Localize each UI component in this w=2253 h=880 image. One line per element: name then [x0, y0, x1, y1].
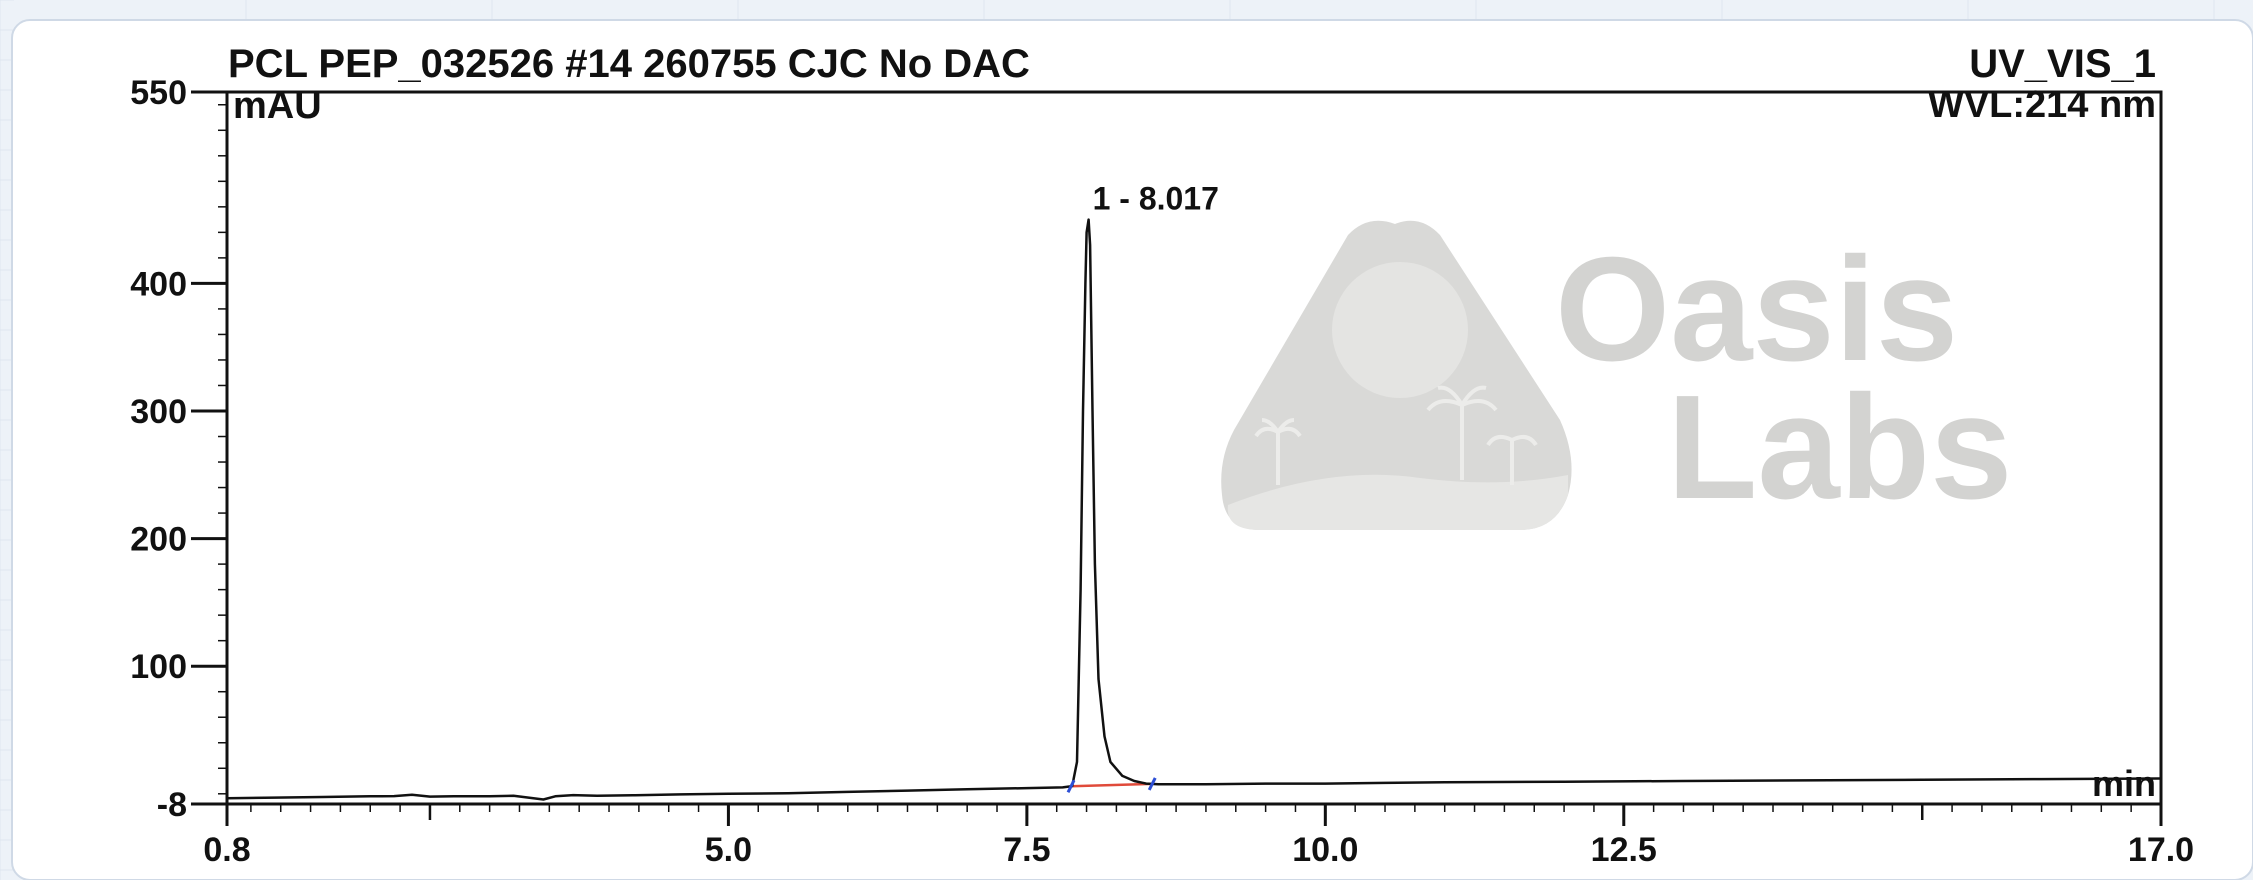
y-tick-label: 100	[130, 648, 187, 686]
channel-label: UV_VIS_1	[1969, 42, 2156, 86]
x-tick-label: 5.0	[705, 831, 752, 869]
peak-boundary-marker	[1147, 777, 1157, 791]
wavelength-label: WVL:214 nm	[1928, 84, 2156, 126]
y-tick-label: 550	[130, 74, 187, 112]
chart-title: PCL PEP_032526 #14 260755 CJC No DAC	[228, 42, 1030, 86]
peak-markers	[1066, 777, 1157, 793]
watermark-line2: Labs	[1667, 365, 2012, 530]
chromatogram-trace	[226, 218, 2162, 801]
watermark-line1: Oasis	[1555, 227, 1958, 392]
peak-baseline-segment	[1070, 782, 1153, 788]
x-tick-label: 7.5	[1003, 831, 1050, 869]
x-tick-label: 0.8	[203, 831, 250, 869]
y-tick-label: 400	[130, 265, 187, 303]
x-tick-label: 10.0	[1292, 831, 1358, 869]
y-tick-label: -8	[157, 786, 187, 824]
x-tick-label: 17.0	[2128, 831, 2194, 869]
peak-boundary-marker	[1066, 779, 1076, 793]
x-axis: 0.8 5.0 7.5 10.0 12.5 17.0	[203, 804, 2194, 869]
y-axis: -8 100 200 300 400 550	[130, 74, 227, 824]
y-tick-label: 200	[130, 521, 187, 559]
watermark-sun-icon	[1332, 262, 1468, 398]
plot-frame	[225, 90, 2163, 806]
watermark-palm-icon	[1254, 385, 1538, 485]
oasis-labs-watermark: Oasis Labs	[1221, 220, 2012, 530]
peak-label: 1 - 8.017	[1093, 181, 1219, 217]
x-tick-label: 12.5	[1591, 831, 1657, 869]
y-tick-label: 300	[130, 393, 187, 431]
y-axis-unit-label: mAU	[233, 85, 322, 127]
watermark-dune-icon	[1227, 474, 1568, 530]
x-axis-unit-label: min	[2092, 763, 2156, 804]
